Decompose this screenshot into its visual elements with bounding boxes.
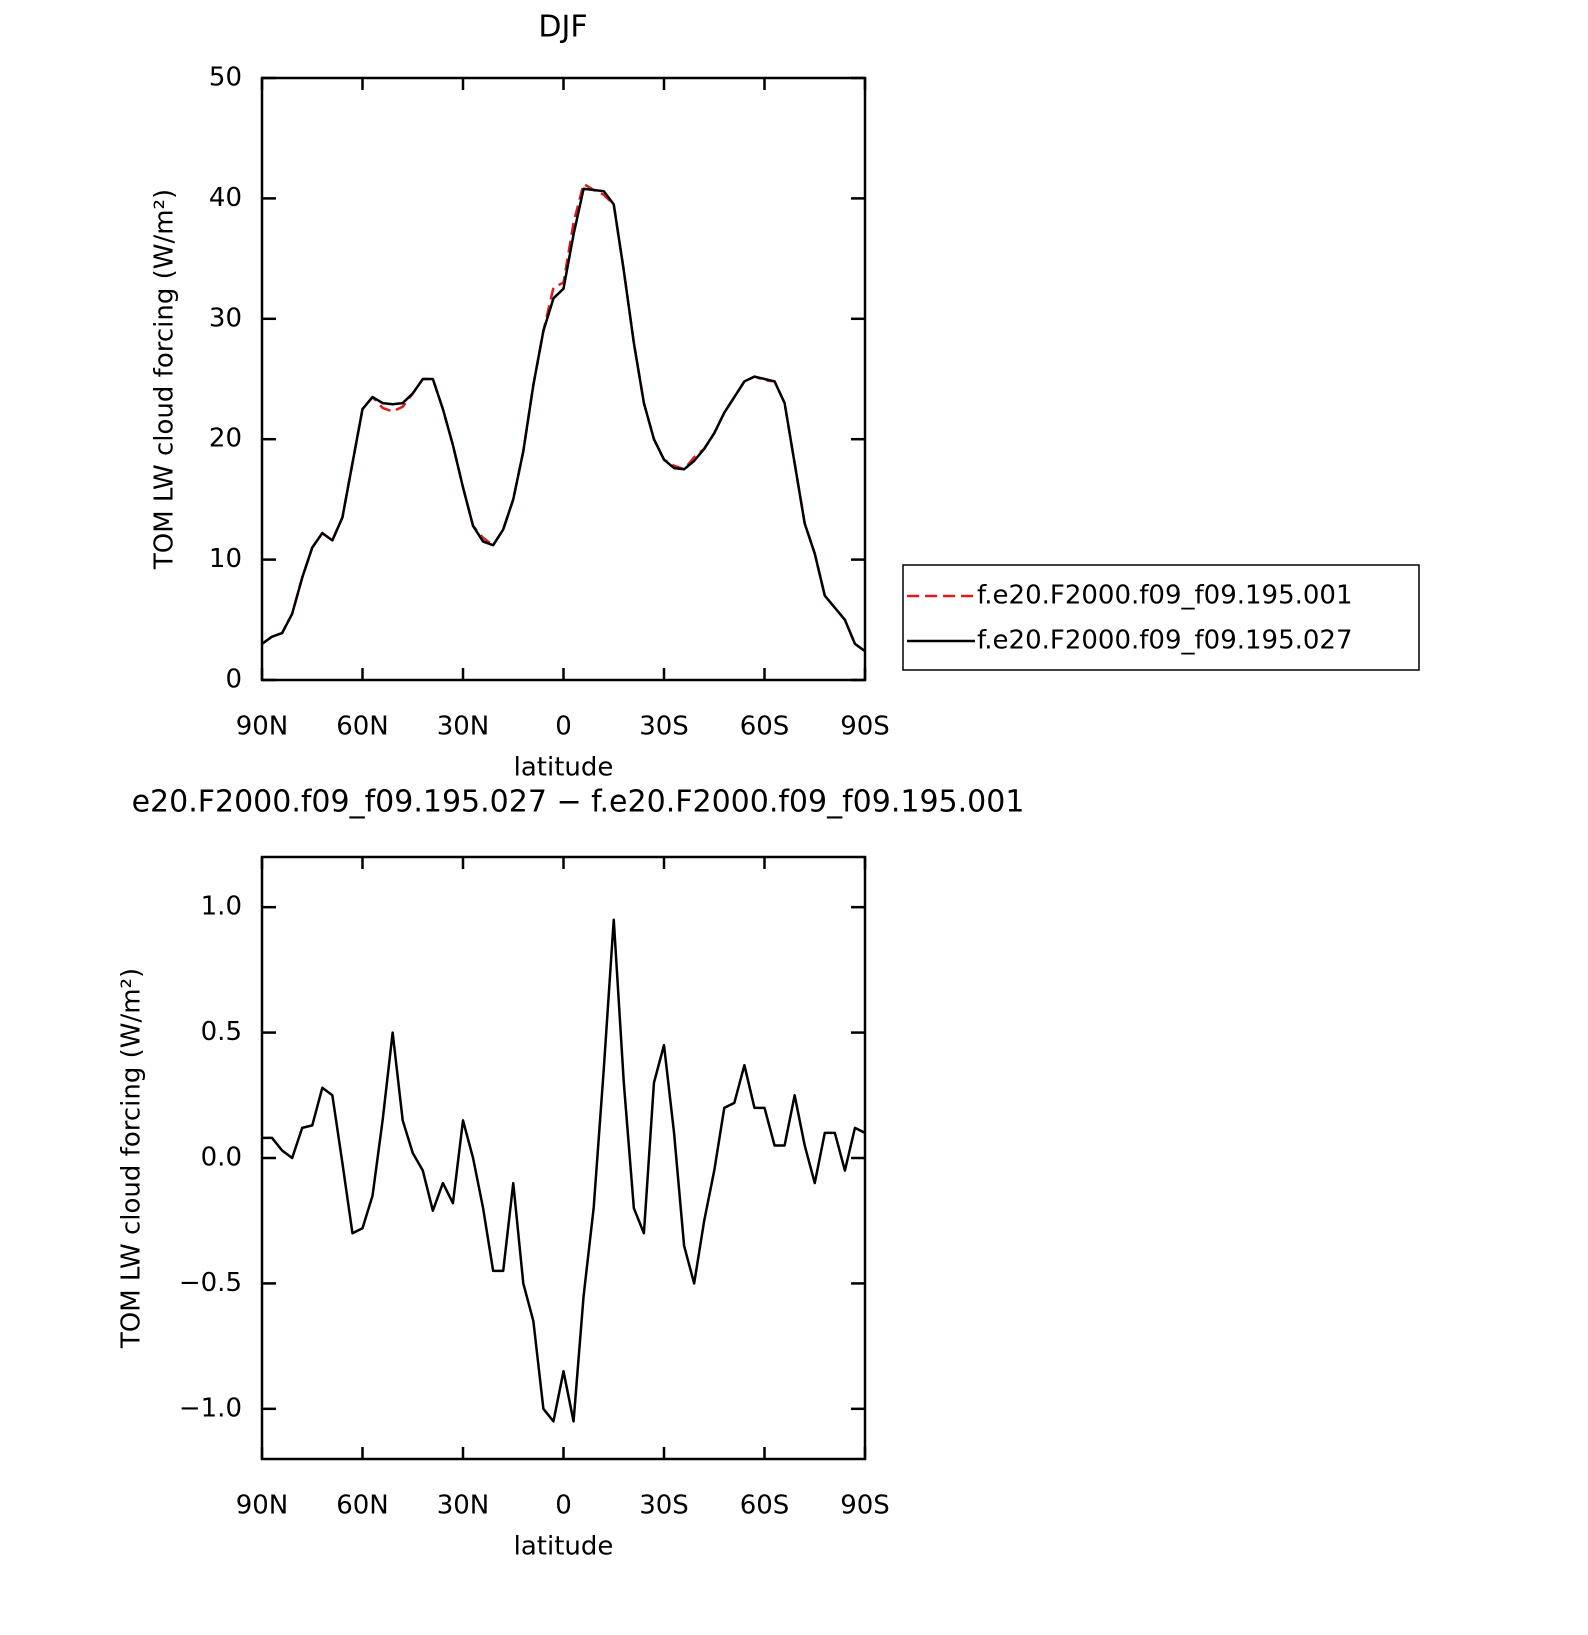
plot-frame <box>260 855 867 1461</box>
x-tick-label: 0 <box>555 1491 572 1521</box>
chart-title: e20.F2000.f09_f09.195.027 − f.e20.F2000.… <box>132 785 1025 820</box>
y-tick-label: 0.0 <box>201 1143 242 1173</box>
data-line <box>262 918 866 1423</box>
chart-title: DJF <box>538 10 587 45</box>
x-axis-label: latitude <box>514 1532 614 1562</box>
legend-label: f.e20.F2000.f09_f09.195.001 <box>977 581 1353 611</box>
x-tick-label: 60S <box>740 712 790 742</box>
x-tick-label: 30S <box>639 712 689 742</box>
y-tick-label: 50 <box>209 63 242 93</box>
x-tick-label: 30S <box>639 1491 689 1521</box>
data-line <box>261 182 866 653</box>
data-line <box>261 187 866 653</box>
legend-box <box>902 564 1420 671</box>
x-tick-label: 60N <box>336 712 389 742</box>
y-tick-label: −1.0 <box>179 1393 242 1423</box>
x-tick-label: 90S <box>840 712 890 742</box>
x-tick-label: 60N <box>336 1491 389 1521</box>
x-tick-label: 30N <box>437 1491 490 1521</box>
y-tick-label: 20 <box>209 424 242 454</box>
y-tick-label: 40 <box>209 183 242 213</box>
x-tick-label: 90N <box>236 712 289 742</box>
y-tick-label: 0.5 <box>201 1017 242 1047</box>
x-axis-label: latitude <box>514 753 614 783</box>
plot-frame <box>260 76 867 682</box>
legend-label: f.e20.F2000.f09_f09.195.027 <box>977 626 1353 656</box>
x-tick-label: 90N <box>236 1491 289 1521</box>
y-tick-label: 30 <box>209 303 242 333</box>
y-tick-label: −0.5 <box>179 1268 242 1298</box>
y-tick-label: 0 <box>225 665 242 695</box>
x-tick-label: 60S <box>740 1491 790 1521</box>
y-tick-label: 1.0 <box>201 892 242 922</box>
x-tick-label: 0 <box>555 712 572 742</box>
x-tick-label: 30N <box>437 712 490 742</box>
y-axis-label: TOM LW cloud forcing (W/m²) <box>117 968 147 1349</box>
x-tick-label: 90S <box>840 1491 890 1521</box>
y-tick-label: 10 <box>209 544 242 574</box>
y-axis-label: TOM LW cloud forcing (W/m²) <box>150 189 180 570</box>
